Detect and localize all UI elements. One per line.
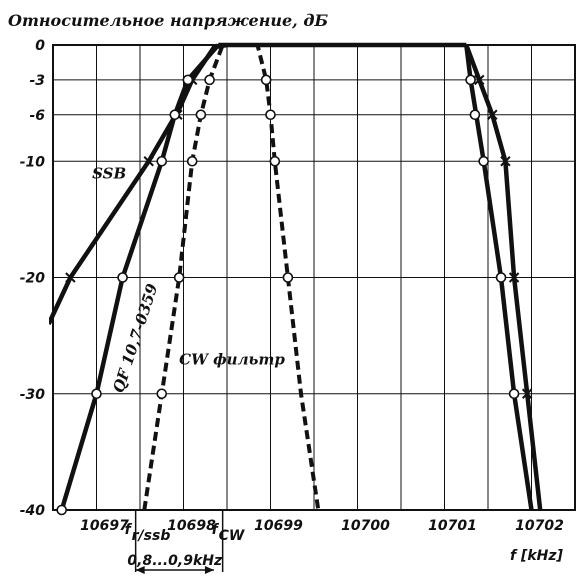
marker-qf_right-4 [508,388,520,400]
bandwidth-bracket: 0,8...0,9kHz [127,553,223,574]
chart-title: Относительное напряжение, дБ [8,11,328,30]
marker-ssb-0 [65,272,76,283]
marker-ssb_right-0 [474,74,485,86]
x-marker-label-1: f [212,522,220,538]
y-tick-label-6: -40 [20,503,46,519]
marker-qf_right-3 [495,272,507,283]
marker-ssb_right-1 [487,109,498,120]
marker-qf-4 [169,109,181,121]
x-marker-label-0: f [125,522,133,538]
x-marker-sub-1: CW [219,528,245,544]
marker-cw-8 [282,272,294,283]
marker-qf-1 [91,388,102,400]
x-markers: f r/ssb f CW [125,510,245,572]
marker-cw-4 [204,74,215,86]
marker-qf-0 [56,504,68,516]
x-tick-labels: 10697 10698 10699 10700 10701 10702 [80,518,564,534]
series-line-qf_right [464,44,534,511]
bracket-label: 0,8...0,9kHz [127,553,223,569]
marker-qf_right-2 [478,155,489,167]
annotation-1: CW фильтр [179,351,285,369]
x-axis-label: f [kHz] [510,548,564,564]
marker-qf-5 [182,74,194,86]
marker-qf_right-0 [465,74,476,86]
bracket-arrow-left [135,566,145,574]
x-tick-label-3: 10700 [341,518,390,534]
marker-ssb_right-4 [521,388,533,399]
marker-cw-1 [173,272,185,283]
marker-qf_right-1 [469,109,481,121]
marker-ssb-1 [143,156,154,167]
y-tick-label-3: -10 [20,154,46,170]
x-marker-sub-0: r/ssb [132,528,171,544]
y-tick-label-5: -30 [20,387,46,403]
marker-ssb_right-2 [500,156,511,167]
x-tick-label-0: 10697 [80,518,129,534]
marker-cw-7 [269,155,281,167]
markers-layer [56,74,533,516]
bracket-arrow-right [204,566,214,574]
x-tick-label-5: 10702 [515,518,564,534]
y-tick-label-1: -3 [29,73,45,89]
y-tick-labels: 0 -3 -6 -10 -20 -30 -40 [20,38,46,519]
marker-qf-2 [117,272,128,283]
marker-ssb_right-3 [508,272,520,283]
marker-cw-2 [186,155,198,167]
series-line-ssb [49,42,228,325]
series-line-cw [142,43,321,511]
x-tick-label-2: 10699 [254,518,303,534]
annotation-0: SSB [92,165,126,183]
y-tick-label-2: -6 [29,108,45,124]
x-tick-label-4: 10701 [428,518,477,534]
marker-cw-5 [260,74,272,86]
y-tick-label-4: -20 [20,271,46,287]
marker-cw-3 [195,109,207,121]
marker-qf-3 [156,155,168,167]
y-tick-label-0: 0 [35,38,45,54]
x-tick-label-1: 10698 [167,518,216,534]
marker-cw-0 [156,388,168,400]
marker-cw-6 [265,109,276,121]
